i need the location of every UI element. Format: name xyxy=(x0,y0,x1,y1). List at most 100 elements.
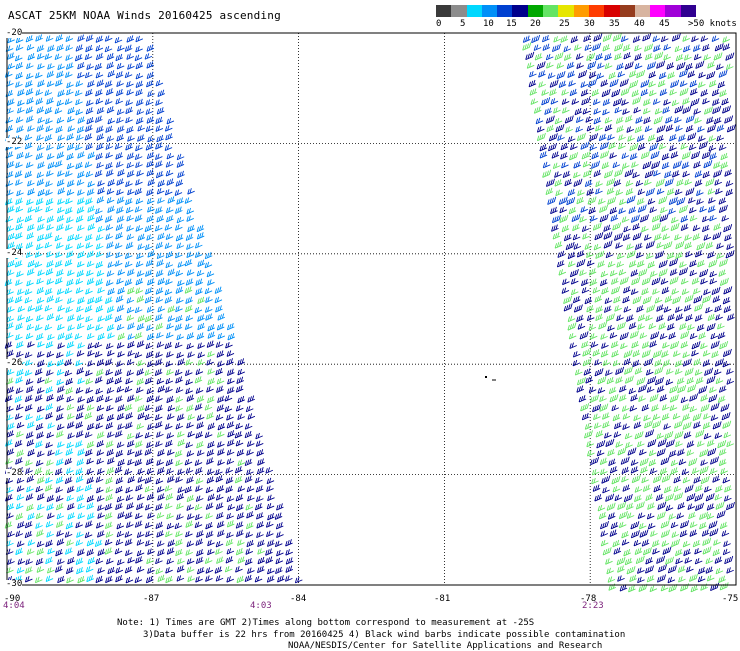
wind-barb xyxy=(700,35,709,42)
wind-barb xyxy=(157,574,166,583)
wind-barb xyxy=(56,143,65,150)
wind-barb xyxy=(621,162,630,170)
wind-barb xyxy=(677,384,687,394)
wind-barb xyxy=(55,34,64,42)
wind-barb xyxy=(127,458,135,466)
wind-barb xyxy=(76,269,85,278)
wind-barb xyxy=(215,414,224,421)
wind-barb xyxy=(236,449,245,457)
wind-barb xyxy=(86,440,95,449)
wind-barb xyxy=(719,89,727,97)
wind-barb xyxy=(46,144,54,151)
wind-barb xyxy=(689,573,698,582)
wind-barb xyxy=(186,394,195,402)
wind-barb xyxy=(615,189,624,196)
wind-barb xyxy=(668,207,676,215)
wind-barb xyxy=(15,376,23,384)
wind-barb xyxy=(216,385,224,393)
wind-barb xyxy=(616,556,626,566)
wind-barb xyxy=(65,350,74,357)
wind-barb xyxy=(567,70,575,78)
wind-barb xyxy=(713,223,721,231)
wind-barb xyxy=(235,494,244,502)
wind-barb xyxy=(165,575,173,584)
wind-barb xyxy=(5,494,13,502)
wind-barb xyxy=(84,531,93,539)
wind-barb xyxy=(275,566,283,575)
wind-barb xyxy=(196,449,205,457)
wind-barb xyxy=(669,258,679,267)
wind-barb xyxy=(669,404,678,412)
wind-barb xyxy=(687,503,696,510)
wind-barb xyxy=(35,197,44,206)
wind-barb xyxy=(555,189,563,197)
wind-barb xyxy=(610,521,619,530)
wind-barb xyxy=(6,80,14,87)
wind-barb xyxy=(604,170,613,179)
wind-barb xyxy=(65,243,73,251)
wind-barb xyxy=(676,197,686,206)
wind-barb xyxy=(136,423,144,430)
wind-barb xyxy=(588,71,597,79)
wind-barb xyxy=(564,115,574,124)
wind-barb xyxy=(594,494,602,502)
wind-barb xyxy=(166,117,175,125)
wind-barb xyxy=(24,288,33,296)
wind-barb xyxy=(573,243,582,250)
wind-barb xyxy=(725,188,734,197)
wind-barb xyxy=(85,387,93,394)
wind-barb xyxy=(699,205,707,213)
wind-barb xyxy=(207,331,216,339)
wind-barb xyxy=(672,160,682,169)
wind-barb xyxy=(614,106,623,114)
wind-barb xyxy=(44,324,53,331)
wind-barb xyxy=(157,277,166,286)
wind-barb xyxy=(561,98,570,105)
wind-barb xyxy=(621,539,630,546)
wind-barb xyxy=(7,52,15,60)
time-label: 4:04 xyxy=(3,601,25,611)
wind-barb xyxy=(649,206,658,214)
wind-barb xyxy=(675,313,684,321)
wind-barb xyxy=(106,414,115,422)
wind-barb xyxy=(135,484,143,492)
wind-barb xyxy=(86,538,95,547)
wind-barb xyxy=(657,564,667,573)
wind-barb xyxy=(165,567,173,574)
wind-barb xyxy=(97,287,105,294)
wind-barb xyxy=(698,385,708,394)
wind-barb xyxy=(15,223,23,231)
wind-barb xyxy=(97,512,105,519)
wind-barb xyxy=(692,539,701,548)
wind-barb xyxy=(86,99,94,107)
wind-barb xyxy=(134,153,143,161)
wind-barb xyxy=(74,89,83,97)
wind-barb xyxy=(26,503,34,512)
wind-barb xyxy=(529,70,537,78)
wind-barb xyxy=(579,216,587,223)
wind-barb xyxy=(146,80,154,88)
wind-barb xyxy=(255,440,264,447)
wind-barb xyxy=(6,386,15,394)
wind-barb xyxy=(106,305,115,313)
wind-barb xyxy=(64,71,73,79)
wind-barb xyxy=(57,63,65,71)
wind-barb xyxy=(134,306,143,314)
wind-barb xyxy=(177,170,185,179)
wind-barb xyxy=(55,476,64,484)
wind-barb xyxy=(194,513,203,521)
wind-barb xyxy=(674,368,683,375)
wind-barb xyxy=(125,197,133,206)
wind-barb xyxy=(45,468,53,476)
wind-barb xyxy=(106,323,115,332)
wind-barb xyxy=(626,566,636,575)
wind-barb xyxy=(156,512,165,519)
wind-barb xyxy=(36,53,45,60)
wind-barb xyxy=(596,449,605,457)
wind-barb xyxy=(599,204,609,213)
wind-barb xyxy=(640,150,650,160)
wind-barb xyxy=(16,125,24,133)
wind-barb xyxy=(645,369,654,376)
wind-barb xyxy=(679,87,689,96)
wind-barb xyxy=(45,268,54,276)
